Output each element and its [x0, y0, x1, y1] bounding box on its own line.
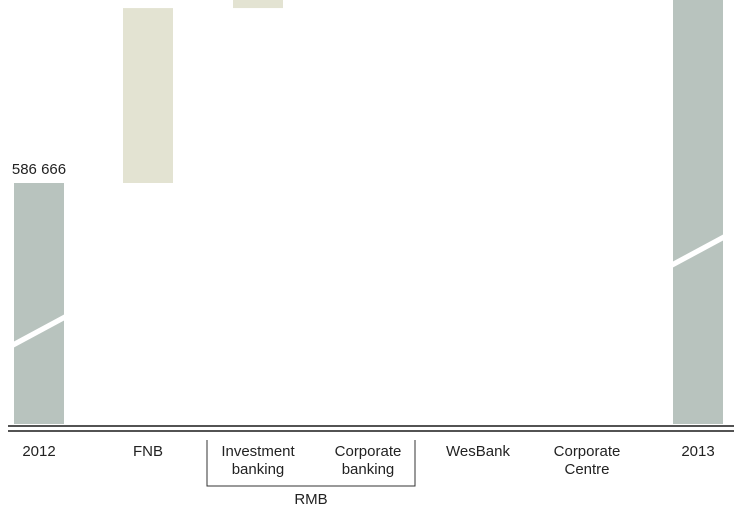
category-label: banking	[342, 461, 395, 478]
group-label: RMB	[294, 491, 327, 508]
bar-delta	[233, 0, 283, 9]
value-label: 586 666	[12, 161, 66, 178]
category-label: Centre	[564, 461, 609, 478]
category-label: WesBank	[446, 443, 510, 460]
category-label: Corporate	[335, 443, 402, 460]
group-bracket	[206, 440, 416, 487]
bars-layer	[13, 0, 724, 424]
x-axis	[8, 425, 734, 432]
category-label: 2013	[681, 443, 714, 460]
category-label: FNB	[133, 443, 163, 460]
category-label: Investment	[221, 443, 295, 460]
bar-total-2012	[14, 183, 64, 424]
category-label: banking	[232, 461, 285, 478]
value-label: 28 688	[125, 0, 171, 3]
bar-total-2013	[673, 0, 723, 424]
labels-layer: 586 666201228 688FNB10 322Investmentbank…	[12, 0, 715, 478]
category-label: 2012	[22, 443, 55, 460]
axis-break-stripe	[13, 314, 65, 348]
category-label: Corporate	[554, 443, 621, 460]
bar-delta	[123, 8, 173, 184]
rmb-group-bracket: RMB	[206, 440, 416, 508]
axis-break-stripe	[672, 234, 724, 268]
